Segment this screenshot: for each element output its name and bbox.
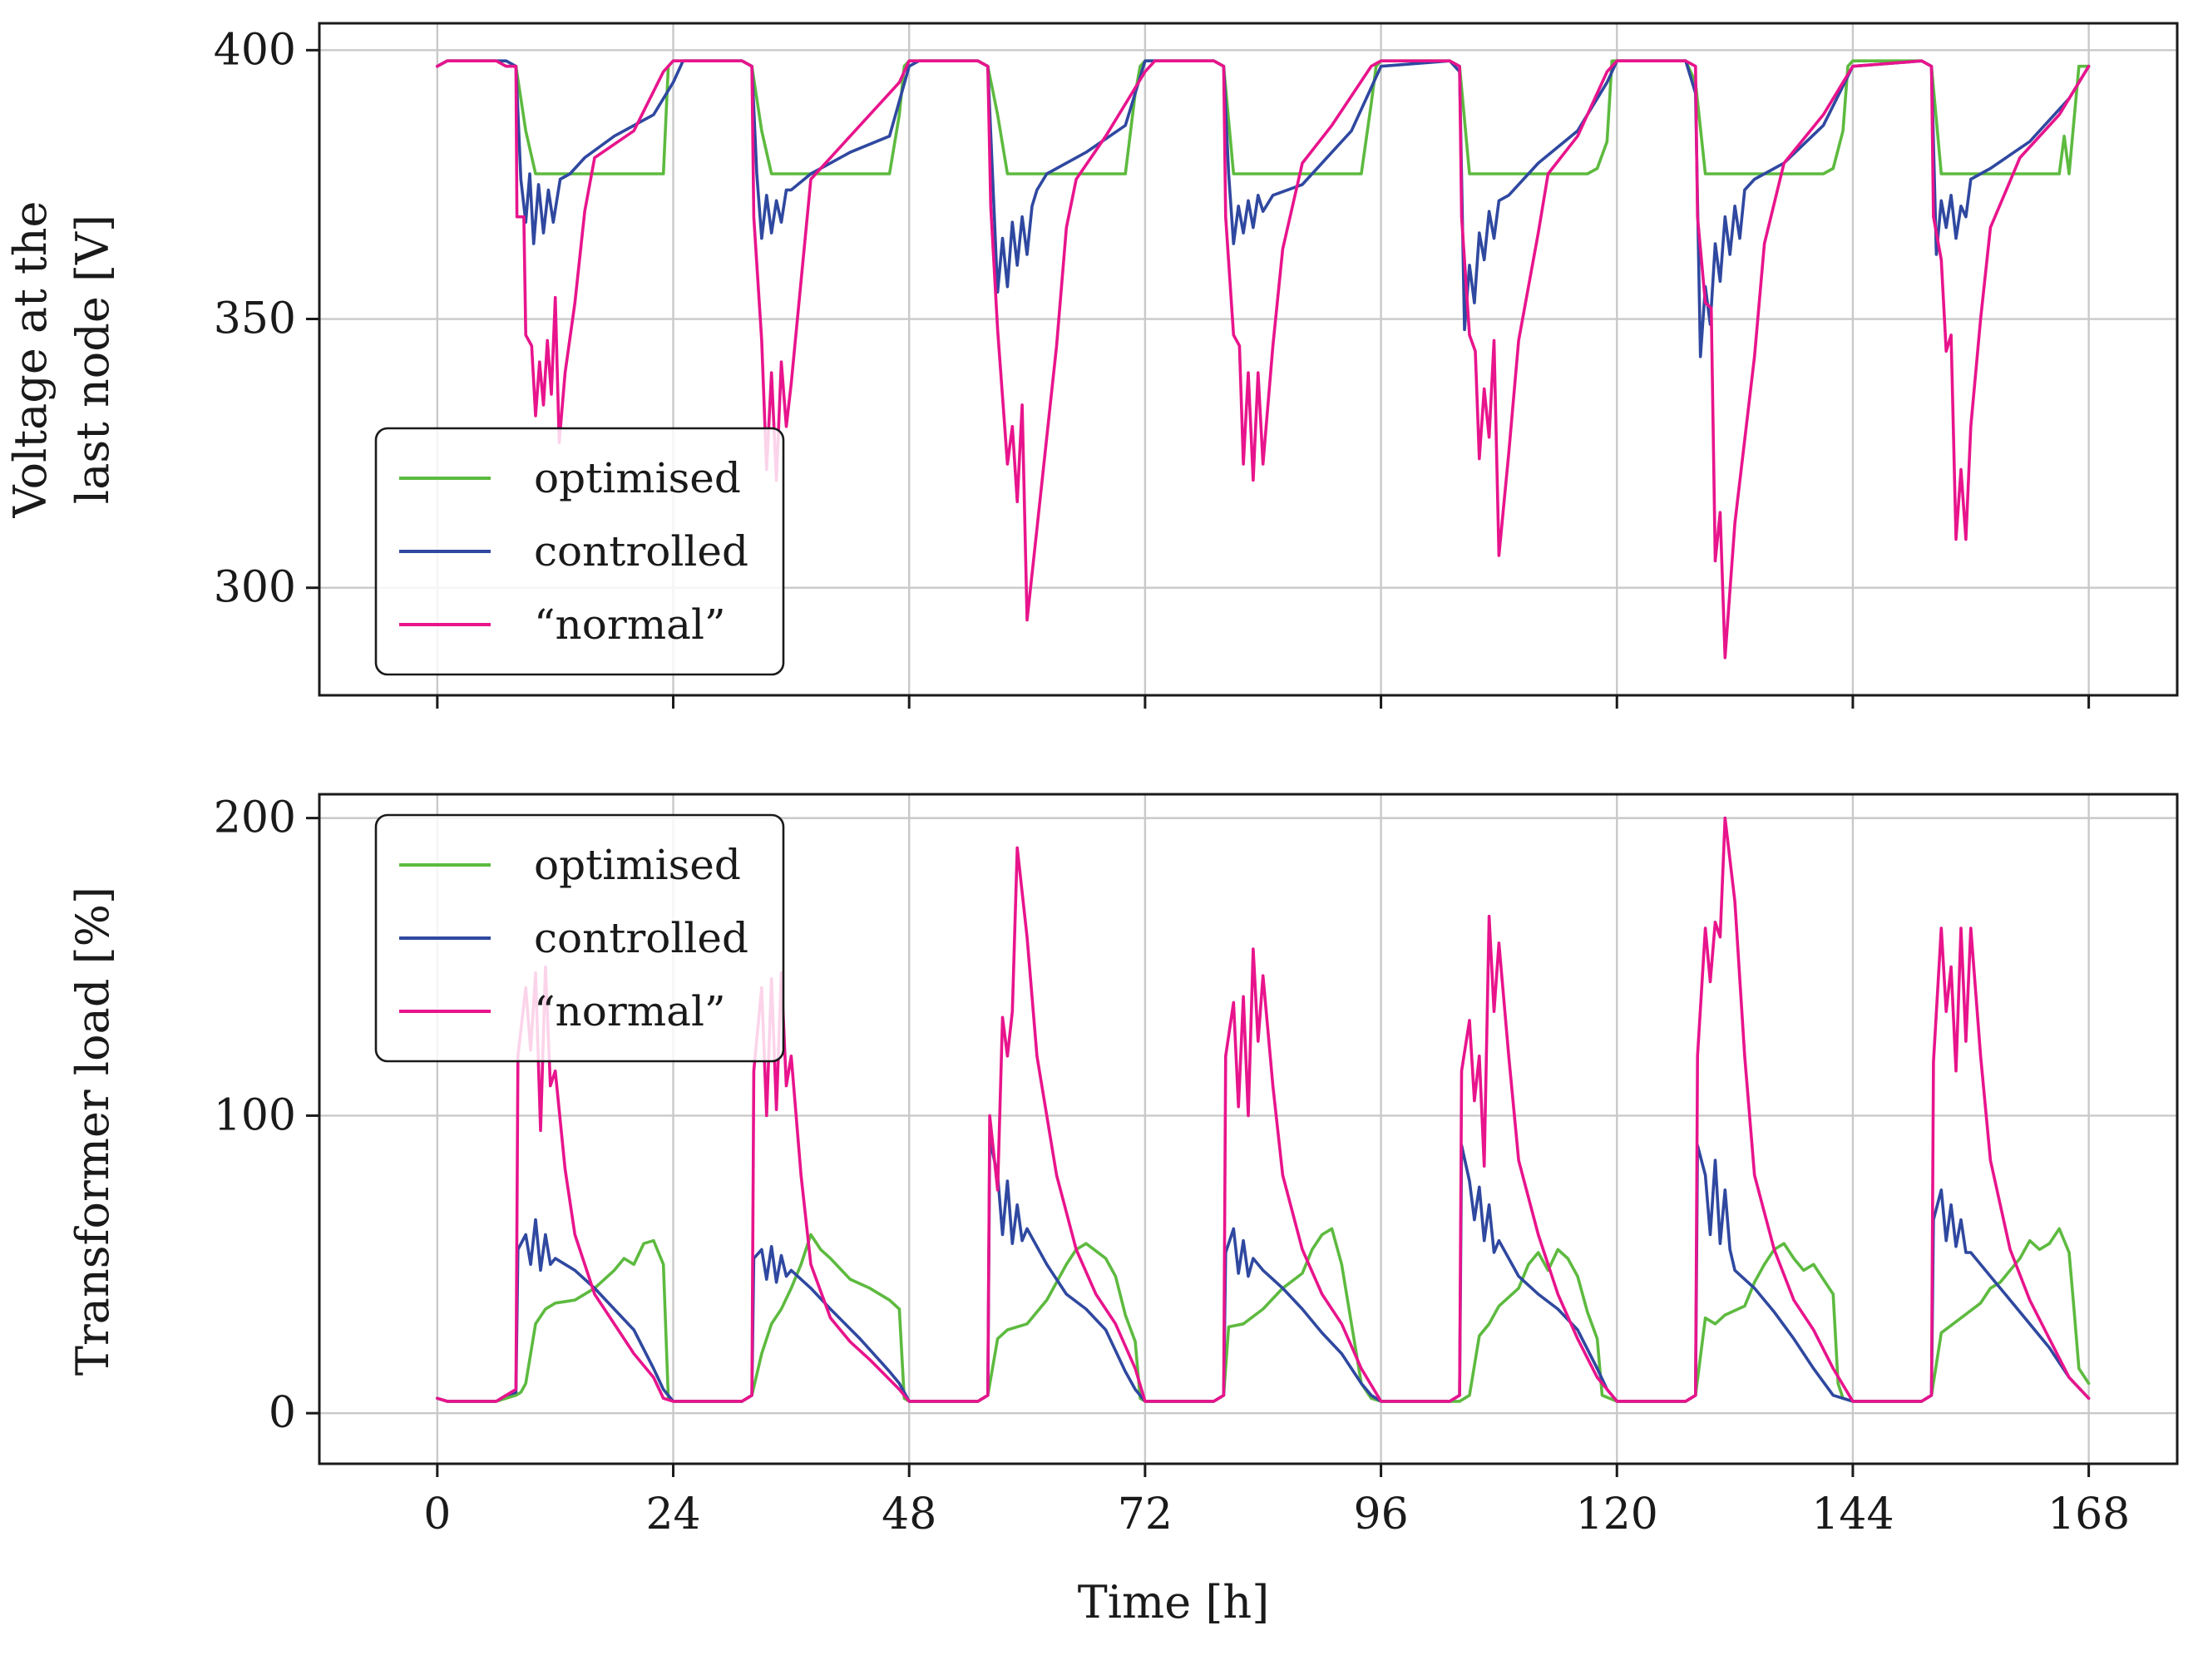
transformer-panel: 0 24 48 72 96 120 144 168 0 100 200 Transformer lo…: [67, 793, 2179, 1628]
voltage-ytick-label-350: 350: [214, 294, 296, 344]
voltage-panel: 300 350 400 Voltage at the last node [V] o…: [4, 22, 2179, 709]
transformer-ylabel: Transformer load [%]: [67, 887, 119, 1376]
transformer-xtick-label-120: 120: [1576, 1490, 1658, 1539]
voltage-series: [436, 59, 2091, 660]
transformer-grid: [319, 794, 2177, 1464]
transformer-axes-frame: [318, 793, 2179, 1465]
transformer-legend-label-normal: “normal”: [534, 987, 726, 1035]
transformer-legend-box: [374, 813, 785, 1063]
transformer-ytick-label-0: 0: [269, 1388, 296, 1438]
voltage-axes-frame: [318, 22, 2179, 697]
transformer-legend-label-optimised: optimised: [534, 841, 741, 889]
voltage-series-controlled: [436, 59, 2091, 358]
voltage-series-optimised: [436, 59, 2091, 175]
transformer-legend-label-controlled: controlled: [534, 914, 748, 962]
transformer-ytick-label-200: 200: [214, 793, 296, 843]
transformer-xtick-label-72: 72: [1118, 1490, 1173, 1539]
transformer-xtick-label-24: 24: [645, 1490, 700, 1539]
voltage-ytick-label-300: 300: [214, 563, 296, 613]
transformer-xtick-label-0: 0: [423, 1490, 451, 1539]
voltage-legend-label-optimised: optimised: [534, 454, 741, 502]
transformer-xtick-label-168: 168: [2047, 1490, 2130, 1539]
transformer-xtick-label-96: 96: [1353, 1490, 1408, 1539]
voltage-ticks: 300 350 400: [214, 25, 2091, 709]
voltage-ytick-label-400: 400: [214, 25, 296, 75]
voltage-ylabel-line-1: Voltage at the: [4, 201, 57, 519]
transformer-ytick-label-100: 100: [214, 1090, 296, 1140]
transformer-series-normal: [436, 816, 2091, 1403]
time-xlabel: Time [h]: [1078, 1576, 1270, 1628]
transformer-legend: optimised controlled “normal”: [374, 813, 785, 1063]
voltage-ylabel-line-2: last node [V]: [67, 215, 119, 504]
voltage-legend-box: [374, 427, 785, 676]
voltage-legend-label-controlled: controlled: [534, 527, 748, 576]
transformer-series-optimised: [436, 1227, 2091, 1403]
transformer-ticks: 0 24 48 72 96 120 144 168 0 100 200: [214, 793, 2131, 1539]
voltage-legend: optimised controlled “normal”: [374, 427, 785, 676]
transformer-xtick-label-144: 144: [1811, 1490, 1894, 1539]
voltage-series-normal: [436, 59, 2091, 660]
voltage-legend-label-normal: “normal”: [534, 600, 726, 649]
transformer-xtick-label-48: 48: [882, 1490, 936, 1539]
transformer-series-controlled: [436, 1138, 2091, 1403]
voltage-grid: [319, 23, 2177, 695]
transformer-series: [436, 816, 2091, 1403]
